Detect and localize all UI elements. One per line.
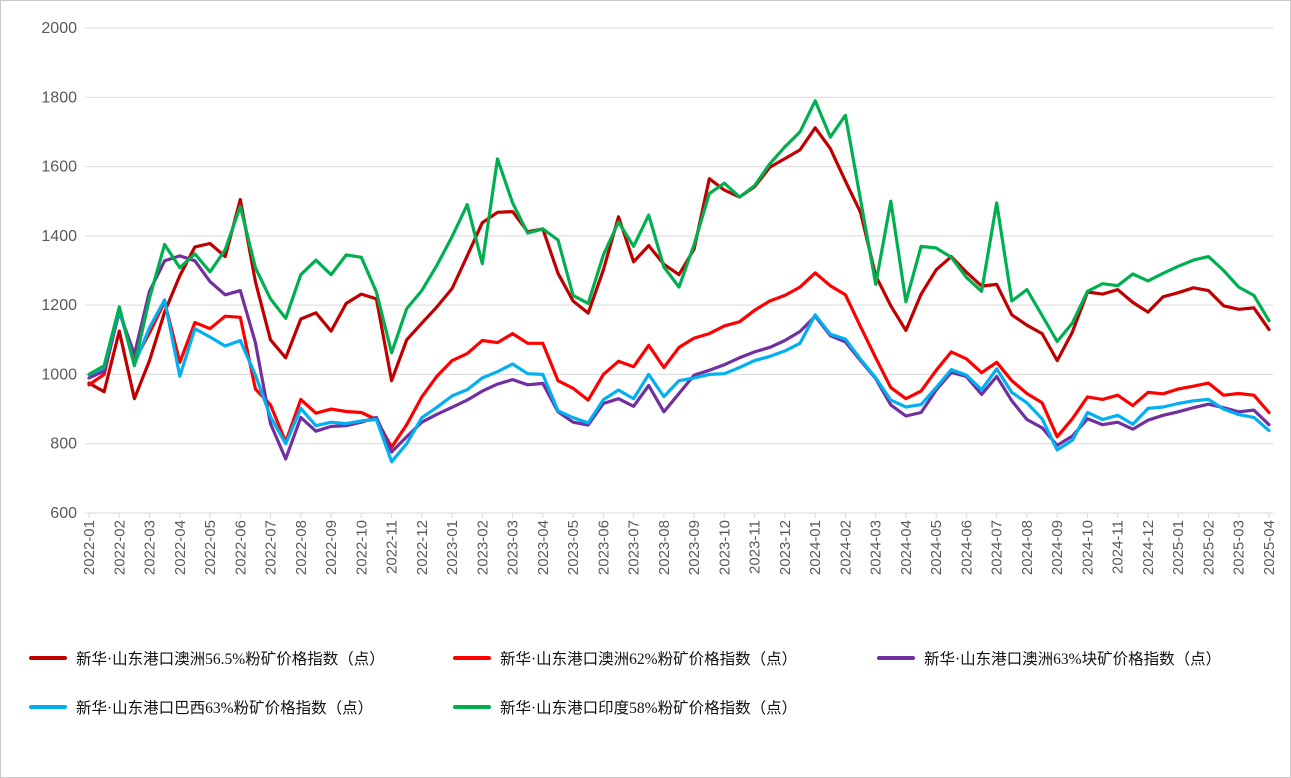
x-tick-label: 2023-10 (716, 520, 733, 575)
x-tick-label: 2024-04 (898, 520, 915, 575)
y-tick-label: 800 (50, 436, 77, 453)
legend-swatch-icon (877, 656, 915, 660)
x-tick-label: 2024-07 (989, 520, 1006, 575)
x-tick-label: 2022-11 (384, 520, 401, 574)
series-line-3 (87, 298, 1271, 464)
x-tick-label: 2023-03 (505, 520, 522, 575)
y-tick-label: 1600 (41, 159, 77, 176)
y-tick-label: 600 (50, 505, 77, 522)
x-tick-label: 2023-02 (474, 520, 491, 575)
y-tick-label: 1400 (41, 228, 77, 245)
x-tick-label: 2025-03 (1231, 520, 1248, 575)
x-tick-label: 2022-06 (232, 520, 249, 575)
legend-item-label: 新华·山东港口澳洲63%块矿价格指数（点） (924, 651, 1222, 668)
x-tick-label: 2025-02 (1200, 520, 1217, 575)
legend-swatch-icon (453, 705, 491, 709)
x-tick-label: 2022-02 (111, 520, 128, 575)
x-tick-label: 2022-07 (263, 520, 280, 575)
legend-item-label: 新华·山东港口印度58%粉矿价格指数（点） (500, 700, 798, 717)
x-tick-label: 2023-06 (595, 520, 612, 575)
x-tick-label: 2024-09 (1049, 520, 1066, 575)
legend-item-label: 新华·山东港口澳洲56.5%粉矿价格指数（点） (76, 651, 385, 668)
x-tick-label: 2024-03 (868, 520, 885, 575)
x-tick-label: 2024-02 (837, 520, 854, 575)
x-tick-label: 2023-12 (777, 520, 794, 575)
x-tick-label: 2025-04 (1261, 520, 1278, 575)
x-tick-label: 2022-01 (81, 520, 98, 575)
x-tick-label: 2024-10 (1079, 520, 1096, 575)
x-tick-label: 2024-08 (1019, 520, 1036, 575)
x-tick-label: 2024-01 (807, 520, 824, 575)
x-tick-label: 2023-07 (626, 520, 643, 575)
x-tick-label: 2022-10 (353, 520, 370, 575)
legend-swatch-icon (453, 656, 491, 660)
x-tick-label: 2023-09 (686, 520, 703, 575)
x-tick-label: 2025-01 (1170, 520, 1187, 575)
x-tick-label: 2022-09 (323, 520, 340, 575)
legend: 新华·山东港口澳洲56.5%粉矿价格指数（点） 新华·山东港口澳洲62%粉矿价格指… (29, 647, 1279, 718)
x-tick-label: 2022-12 (414, 520, 431, 575)
series-line-4 (87, 99, 1271, 376)
legend-item: 新华·山东港口澳洲56.5%粉矿价格指数（点） (29, 647, 453, 669)
y-tick-label: 1800 (41, 89, 77, 106)
legend-item: 新华·山东港口澳洲63%块矿价格指数（点） (877, 647, 1279, 669)
y-tick-label: 1200 (41, 297, 77, 314)
x-tick-label: 2022-04 (172, 520, 189, 575)
x-tick-label: 2023-05 (565, 520, 582, 575)
legend-item-label: 新华·山东港口澳洲62%粉矿价格指数（点） (500, 651, 798, 668)
legend-item-label: 新华·山东港口巴西63%粉矿价格指数（点） (76, 700, 374, 717)
legend-swatch-icon (29, 705, 67, 709)
x-tick-label: 2024-12 (1140, 520, 1157, 575)
legend-item: 新华·山东港口澳洲62%粉矿价格指数（点） (453, 647, 877, 669)
x-tick-label: 2024-05 (928, 520, 945, 575)
x-tick-label: 2023-08 (656, 520, 673, 575)
series-line-0 (87, 126, 1271, 401)
legend-swatch-icon (29, 656, 67, 660)
legend-item: 新华·山东港口印度58%粉矿价格指数（点） (453, 696, 877, 718)
x-tick-label: 2023-11 (747, 520, 764, 574)
x-tick-label: 2024-11 (1110, 520, 1127, 574)
x-tick-label: 2024-06 (958, 520, 975, 575)
series-line-2 (87, 254, 1271, 461)
x-tick-label: 2023-01 (444, 520, 461, 575)
y-tick-label: 2000 (41, 20, 77, 37)
legend-item: 新华·山东港口巴西63%粉矿价格指数（点） (29, 696, 453, 718)
x-tick-label: 2022-08 (293, 520, 310, 575)
x-tick-label: 2023-04 (535, 520, 552, 575)
x-tick-label: 2022-03 (142, 520, 159, 575)
y-tick-label: 1000 (41, 366, 77, 383)
x-tick-label: 2022-05 (202, 520, 219, 575)
